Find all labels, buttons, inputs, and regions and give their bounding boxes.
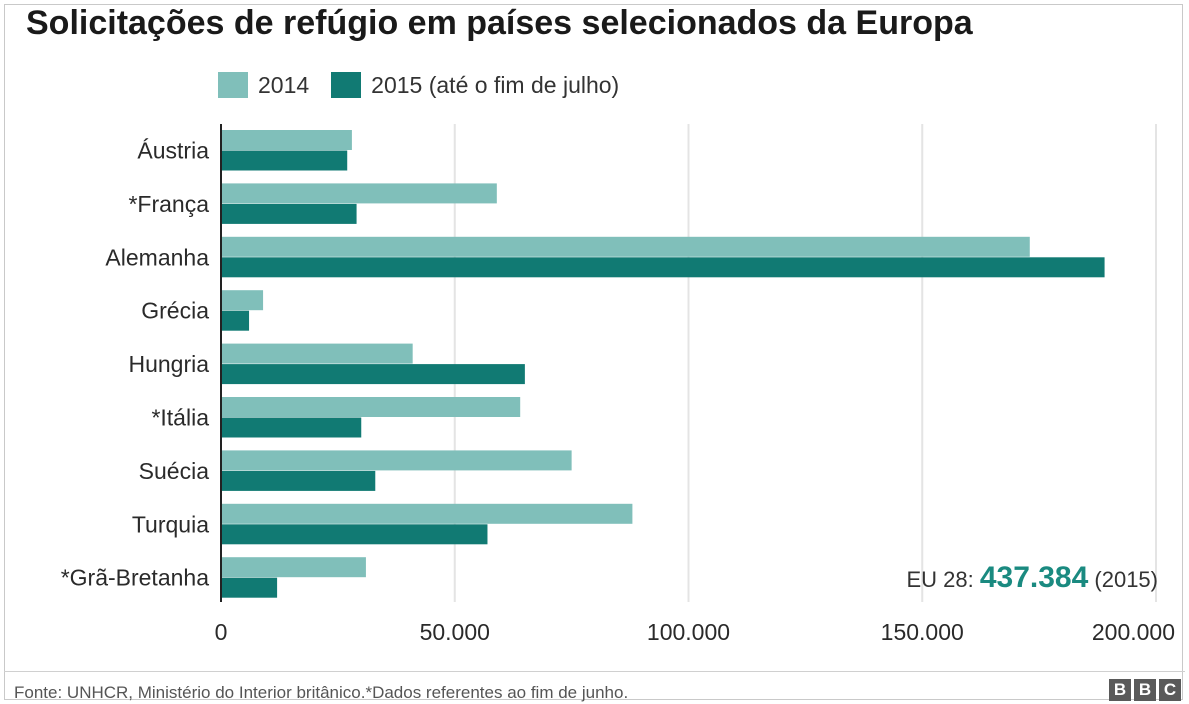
bbc-logo-letter: C xyxy=(1159,679,1181,701)
bar xyxy=(222,290,264,311)
x-tick-label: 150.000 xyxy=(881,619,964,645)
legend-swatch-2014 xyxy=(218,72,248,98)
category-label: Hungria xyxy=(128,351,209,377)
chart-frame xyxy=(4,4,1183,700)
bar xyxy=(222,577,278,598)
category-label: Alemanha xyxy=(105,244,209,270)
bar xyxy=(222,503,633,524)
category-label: Grécia xyxy=(141,298,209,324)
x-tick-label: 50.000 xyxy=(420,619,490,645)
category-label: *França xyxy=(128,191,209,217)
eu28-annotation: EU 28: 437.384 (2015) xyxy=(906,561,1158,594)
bar xyxy=(222,236,1030,257)
category-label: *Itália xyxy=(151,405,209,431)
legend-label-2015: 2015 (até o fim de julho) xyxy=(371,71,620,98)
eu28-suffix: (2015) xyxy=(1088,567,1158,592)
bbc-logo: B B C xyxy=(1106,679,1181,701)
bar xyxy=(222,397,521,417)
bar xyxy=(222,557,366,578)
bar xyxy=(222,364,525,385)
bars xyxy=(222,130,1105,598)
legend-item-2015: 2015 (até o fim de julho) xyxy=(331,72,619,99)
legend-swatch-2015 xyxy=(331,72,362,98)
bar xyxy=(222,203,357,224)
bar xyxy=(222,183,497,204)
bar xyxy=(222,257,1105,278)
footer-divider xyxy=(4,671,1185,672)
category-labels: Áustria *França Alemanha Grécia Hungria *Itál… xyxy=(61,138,210,591)
bar xyxy=(222,450,572,471)
category-label: Áustria xyxy=(137,138,209,164)
bar xyxy=(222,150,348,171)
legend-item-2014: 2014 xyxy=(218,72,309,99)
bbc-logo-letter: B xyxy=(1134,679,1156,701)
eu28-value: 437.384 xyxy=(980,561,1089,594)
bar xyxy=(222,310,250,331)
bar xyxy=(222,524,488,545)
x-tick-label: 200.000 xyxy=(1092,619,1175,645)
category-label: Suécia xyxy=(139,458,210,484)
x-tick-label: 0 xyxy=(215,619,228,645)
bbc-logo-letter: B xyxy=(1109,679,1131,701)
x-tick-label: 100.000 xyxy=(647,619,730,645)
x-tick-labels: 0 50.000 100.000 150.000 200.000 xyxy=(215,619,1175,645)
bar xyxy=(222,343,413,364)
chart-title: Solicitações de refúgio em países seleci… xyxy=(26,4,973,42)
source-note: Fonte: UNHCR, Ministério do Interior bri… xyxy=(14,683,629,702)
bar xyxy=(222,417,362,438)
bar xyxy=(222,130,352,150)
eu28-prefix: EU 28: xyxy=(906,567,979,592)
category-label: Turquia xyxy=(132,511,209,537)
category-label: *Grã-Bretanha xyxy=(61,565,210,591)
legend-label-2014: 2014 xyxy=(258,71,310,98)
bar xyxy=(222,470,376,491)
legend: 2014 2015 (até o fim de julho) xyxy=(218,70,641,100)
